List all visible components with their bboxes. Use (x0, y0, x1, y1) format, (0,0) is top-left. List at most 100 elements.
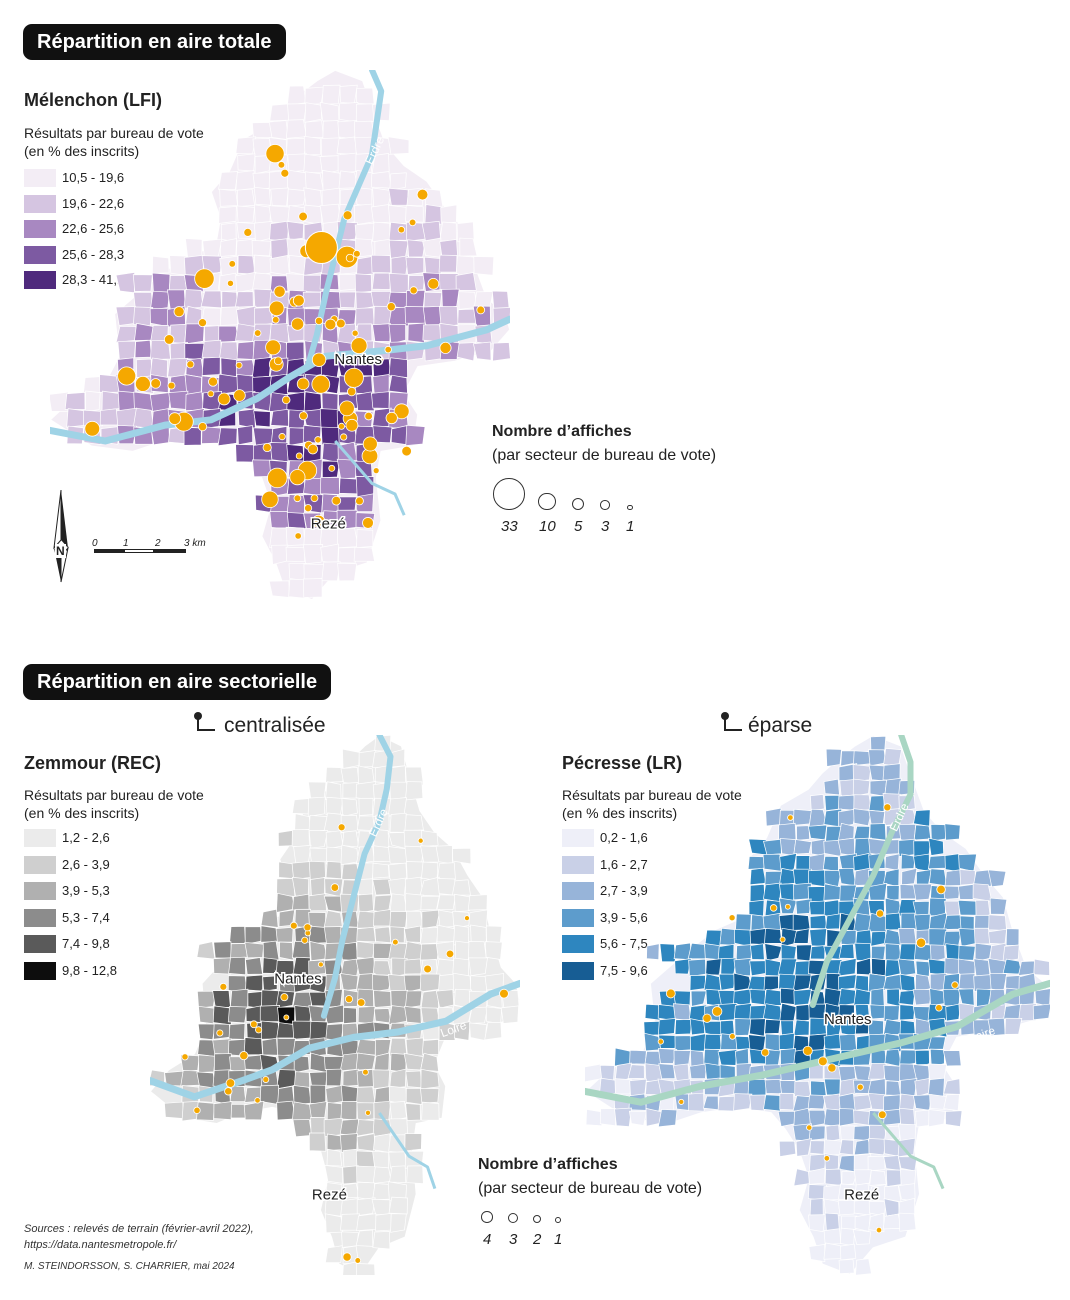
poster-marker (181, 1053, 189, 1061)
voting-sector (268, 120, 289, 141)
voting-sector (286, 512, 307, 530)
voting-sector (837, 822, 855, 841)
voting-sector (793, 1019, 810, 1036)
voting-sector (929, 1093, 947, 1110)
voting-sector (340, 767, 360, 785)
voting-sector (735, 913, 752, 932)
voting-sector (229, 988, 249, 1010)
voting-sector (389, 1165, 407, 1183)
voting-sector (717, 1049, 738, 1066)
voting-sector (326, 1148, 343, 1167)
voting-sector (674, 1035, 692, 1052)
voting-sector (585, 1063, 603, 1083)
voting-sector (253, 254, 273, 277)
poster-marker (324, 318, 337, 331)
voting-sector (403, 974, 422, 993)
legend-label: 10,5 - 19,6 (62, 170, 125, 185)
voting-sector (235, 444, 256, 463)
voting-sector (824, 1212, 840, 1232)
voting-sector (780, 987, 796, 1006)
affiches-legend-value: 1 (626, 518, 635, 535)
voting-sector (269, 442, 289, 463)
voting-sector (943, 1078, 961, 1095)
poster-marker (330, 883, 340, 892)
voting-sector (734, 1018, 752, 1036)
voting-sector (897, 958, 917, 977)
voting-sector (867, 1063, 886, 1080)
legend-label: 9,8 - 12,8 (62, 962, 117, 978)
legend-swatch (24, 935, 56, 953)
voting-sector (375, 1212, 392, 1232)
voting-sector (388, 187, 409, 206)
voting-sector (972, 869, 992, 887)
voting-sector (883, 1019, 903, 1036)
voting-sector (883, 1005, 900, 1022)
voting-sector (388, 239, 409, 259)
voting-sector (308, 830, 329, 849)
poster-marker (351, 329, 359, 337)
voting-sector (468, 957, 488, 976)
poster-marker (883, 803, 892, 812)
voting-sector (355, 1052, 376, 1071)
voting-sector (244, 926, 262, 945)
voting-sector (614, 1107, 632, 1128)
voting-sector (419, 973, 441, 993)
voting-sector (837, 837, 856, 857)
poster-marker (281, 395, 291, 405)
voting-sector (259, 1005, 280, 1022)
voting-sector (389, 893, 408, 913)
voting-sector (1033, 958, 1050, 976)
voting-sector (218, 171, 239, 190)
voting-sector (337, 119, 358, 140)
voting-sector (389, 172, 407, 191)
poster-marker (198, 422, 208, 432)
poster-marker (423, 964, 432, 974)
affiches-legend-value: 3 (509, 1231, 518, 1248)
voting-sector (302, 544, 324, 565)
voting-sector (898, 1212, 917, 1232)
voting-sector (387, 846, 408, 865)
voting-sector (169, 255, 187, 276)
legend-label: 1,2 - 2,6 (62, 830, 110, 845)
poster-marker (392, 938, 399, 946)
voting-sector (286, 220, 305, 241)
voting-sector (912, 1094, 933, 1111)
voting-sector (420, 989, 439, 1009)
voting-sector (405, 1087, 424, 1105)
poster-marker (261, 490, 279, 509)
voting-sector (357, 893, 374, 914)
voting-sector (372, 1069, 390, 1090)
voting-sector (868, 1137, 888, 1156)
voting-sector (886, 885, 900, 901)
poster-marker (408, 218, 417, 227)
voting-sector (854, 1017, 871, 1035)
voting-sector (132, 274, 153, 292)
voting-sector (749, 928, 767, 946)
voting-sector (219, 188, 238, 207)
poster-marker (253, 329, 262, 337)
city-label-nantes: Nantes (824, 1011, 872, 1028)
voting-sector (420, 1052, 439, 1072)
voting-sector (764, 1019, 781, 1035)
poster-marker (262, 1076, 270, 1083)
voting-sector (302, 274, 323, 293)
voting-sector (672, 990, 691, 1008)
voting-sector (840, 1227, 856, 1247)
voting-sector (405, 256, 425, 275)
north-arrow-icon (53, 489, 69, 583)
voting-sector (218, 325, 239, 343)
affiches-legend-title-2: Nombre d’affiches (478, 1156, 618, 1173)
voting-sector (388, 1005, 407, 1026)
poster-marker (311, 374, 331, 394)
affiches-legend-value: 5 (574, 518, 583, 535)
voting-sector (372, 1166, 392, 1184)
voting-sector (703, 973, 722, 992)
voting-sector (913, 824, 932, 841)
voting-sector (355, 307, 375, 327)
legend-swatch (24, 194, 56, 213)
voting-sector (373, 845, 391, 862)
voting-sector (467, 940, 487, 961)
voting-sector (838, 988, 856, 1007)
poster-marker (386, 302, 396, 312)
voting-sector (149, 307, 170, 328)
